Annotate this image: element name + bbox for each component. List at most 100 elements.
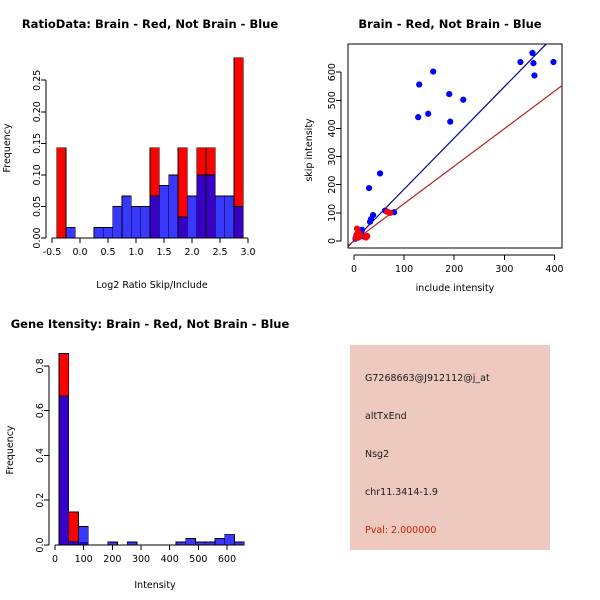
x-tick-label: 3.0 xyxy=(240,247,255,258)
scatter-point xyxy=(430,68,437,75)
probe-info-panel: G7268663@J912112@j_at altTxEnd Nsg2 chr1… xyxy=(300,300,600,600)
scatter-title: Brain - Red, Not Brain - Blue xyxy=(358,17,541,31)
y-tick-label: 0.10 xyxy=(32,164,43,185)
gene-histogram-ylabel: Frequency xyxy=(5,425,16,474)
histogram-bar xyxy=(121,195,132,239)
y-tick-label: 600 xyxy=(327,63,338,81)
histogram-bar xyxy=(112,206,123,239)
histogram-bar xyxy=(130,206,142,239)
histogram-bar xyxy=(140,206,151,239)
scatter-frame-box xyxy=(347,43,563,249)
probe-info-box: G7268663@J912112@j_at altTxEnd Nsg2 chr1… xyxy=(350,345,550,550)
gene-symbol-text: Nsg2 xyxy=(365,449,390,460)
x-tick-label: 1.0 xyxy=(128,247,143,258)
histogram-bar xyxy=(56,147,67,239)
locus-text: chr11.3414-1.9 xyxy=(365,487,438,498)
y-tick-label: 0.20 xyxy=(32,101,43,122)
histogram-bar xyxy=(177,216,188,239)
gene-histogram-xlabel: Intensity xyxy=(134,580,176,591)
histogram-bar xyxy=(214,538,226,546)
histogram-bar xyxy=(158,185,170,239)
histogram-bar xyxy=(102,227,114,239)
y-tick-label: 0.8 xyxy=(35,358,46,373)
histogram-bar xyxy=(196,174,207,239)
scatter-point xyxy=(363,232,371,240)
scatter-point xyxy=(446,90,453,98)
scatter-point xyxy=(530,60,537,67)
histogram-bar xyxy=(65,227,76,239)
probe-id-text: G7268663@J912112@j_at xyxy=(365,373,490,384)
scatter-xlabel: include intensity xyxy=(416,283,495,294)
scatter-point xyxy=(357,232,364,239)
histogram-bar xyxy=(149,195,160,239)
x-tick-label: 300 xyxy=(495,264,513,275)
y-tick-label: 0.6 xyxy=(35,403,46,418)
intensity-scatter-panel: Brain - Red, Not Brain - Blue 0 100 200 300… xyxy=(300,0,600,300)
x-tick-label: 200 xyxy=(445,264,463,275)
x-tick-label: -0.5 xyxy=(43,247,62,258)
gene-histogram-bars xyxy=(58,353,245,546)
histogram-bar xyxy=(224,195,235,239)
x-tick-label: 2.5 xyxy=(212,247,227,258)
y-tick-label: 0.2 xyxy=(35,493,46,508)
histogram-bar xyxy=(233,206,244,239)
ratio-histogram-ylabel: Frequency xyxy=(2,123,13,172)
histogram-bar xyxy=(58,395,70,546)
event-type-text: altTxEnd xyxy=(365,411,407,422)
x-tick-label: 300 xyxy=(132,554,150,565)
ratio-histogram-bars xyxy=(56,57,244,239)
x-tick-label: 400 xyxy=(545,264,563,275)
x-tick-label: 0 xyxy=(52,554,58,565)
scatter-point xyxy=(386,209,394,216)
brain-fit-line xyxy=(348,85,562,246)
scatter-axes: 0 100 200 300 400 0 100 200 300 400 500 600 xyxy=(327,63,563,275)
y-tick-label: 0.05 xyxy=(32,196,43,217)
intensity-scatter-svg: Brain - Red, Not Brain - Blue 0 100 200 300… xyxy=(304,17,564,294)
scatter-ylabel: skip intensity xyxy=(304,118,315,182)
gene-intensity-histogram-panel: Gene Itensity: Brain - Red, Not Brain - … xyxy=(0,300,300,600)
ratio-histogram-svg: RatioData: Brain - Red, Not Brain - Blue… xyxy=(2,17,279,291)
scatter-point xyxy=(531,72,538,79)
pval-text: Pval: 2.000000 xyxy=(365,525,437,536)
y-tick-label: 0.25 xyxy=(32,70,43,91)
histogram-bar xyxy=(234,541,245,546)
histogram-bar xyxy=(68,511,79,546)
x-tick-label: 0.0 xyxy=(72,247,87,258)
ratio-histogram-axes: -0.5 0.0 0.5 1.0 1.5 2.0 2.5 3.0 0.00 0.05 0.10 0.1… xyxy=(32,70,255,258)
scatter-plot-frame xyxy=(347,43,563,249)
x-tick-label: 100 xyxy=(395,264,413,275)
gene-histogram-title: Gene Itensity: Brain - Red, Not Brain - … xyxy=(11,317,290,331)
not-brain-fit-line xyxy=(348,44,548,247)
gene-histogram-axes: 0 100 200 300 400 500 600 0.0 0.2 0.4 0.6 0.8 xyxy=(35,358,236,565)
x-tick-label: 0.5 xyxy=(100,247,115,258)
gene-intensity-histogram-svg: Gene Itensity: Brain - Red, Not Brain - … xyxy=(5,317,290,591)
histogram-bar xyxy=(224,533,235,546)
y-tick-label: 0.0 xyxy=(35,537,46,552)
scatter-point xyxy=(415,114,422,121)
ratio-histogram-title: RatioData: Brain - Red, Not Brain - Blue xyxy=(22,17,279,31)
y-tick-label: 0 xyxy=(327,238,338,244)
y-tick-label: 0.4 xyxy=(35,448,46,463)
scatter-points xyxy=(352,49,557,242)
ratio-histogram-panel: RatioData: Brain - Red, Not Brain - Blue… xyxy=(0,0,300,300)
histogram-bar xyxy=(168,174,179,239)
scatter-point xyxy=(369,211,377,219)
y-tick-label: 200 xyxy=(327,176,338,194)
y-tick-label: 100 xyxy=(327,204,338,222)
scatter-fit-lines xyxy=(348,44,562,247)
histogram-bar xyxy=(68,540,79,546)
scatter-point xyxy=(376,170,384,177)
histogram-bar xyxy=(214,195,226,239)
scatter-point xyxy=(550,58,557,66)
scatter-point xyxy=(425,110,432,117)
histogram-bar xyxy=(185,538,196,546)
scatter-point xyxy=(447,118,454,125)
histogram-bar xyxy=(93,227,104,239)
histogram-bar xyxy=(186,195,198,239)
y-tick-label: 0.15 xyxy=(32,133,43,154)
histogram-bar xyxy=(205,174,216,239)
y-tick-label: 400 xyxy=(327,119,338,137)
y-tick-label: 0.00 xyxy=(32,227,43,248)
ratio-histogram-xlabel: Log2 Ratio Skip/Include xyxy=(96,280,208,291)
